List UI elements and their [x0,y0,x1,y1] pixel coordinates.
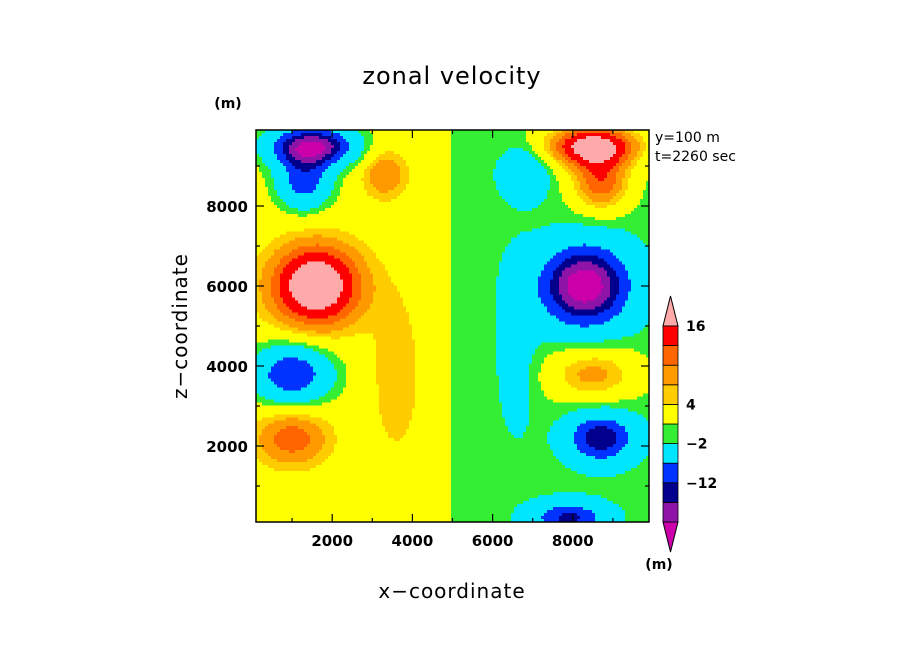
x-tick-label: 8000 [552,532,594,550]
x-axis-label: x−coordinate [378,579,525,603]
y-tick-label: 8000 [206,198,248,216]
colorbar-label: −2 [686,437,707,453]
colorbar: 16 4 −2 −12 [662,295,717,553]
x-tick-label: 2000 [311,532,353,550]
colorbar-level [662,482,679,503]
colorbar-level [662,443,679,464]
colorbar-level [662,462,679,484]
plot-area [256,130,649,522]
colorbar-level [662,501,679,523]
y-tick-label: 4000 [206,358,248,376]
colorbar-level [662,345,679,366]
x-tick-label: 6000 [472,532,514,550]
y-axis-ticks: 2000 4000 6000 8000 [206,165,649,487]
colorbar-unit: (m) [645,557,672,573]
colorbar-high-triangle [662,295,679,327]
annotation-y-position: y=100 m [655,130,720,146]
annotation-time: t=2260 sec [655,149,736,165]
x-tick-label: 4000 [392,532,434,550]
colorbar-level [662,423,679,445]
colorbar-label: −12 [686,476,717,492]
colorbar-level [662,325,679,347]
colorbar-label: 16 [686,319,705,335]
y-axis-label: z−coordinate [168,253,192,399]
y-tick-label: 6000 [206,278,248,296]
colorbar-level [662,364,679,386]
y-tick-label: 2000 [206,438,248,456]
x-axis-ticks: 2000 4000 6000 8000 [291,130,614,550]
colorbar-low-triangle [662,521,679,553]
colorbar-level [662,403,679,425]
chart-title: zonal velocity [362,62,541,90]
colorbar-level [662,384,679,405]
colorbar-label: 4 [686,397,696,413]
heatmap-field [256,130,649,522]
y-axis-unit: (m) [214,96,241,112]
